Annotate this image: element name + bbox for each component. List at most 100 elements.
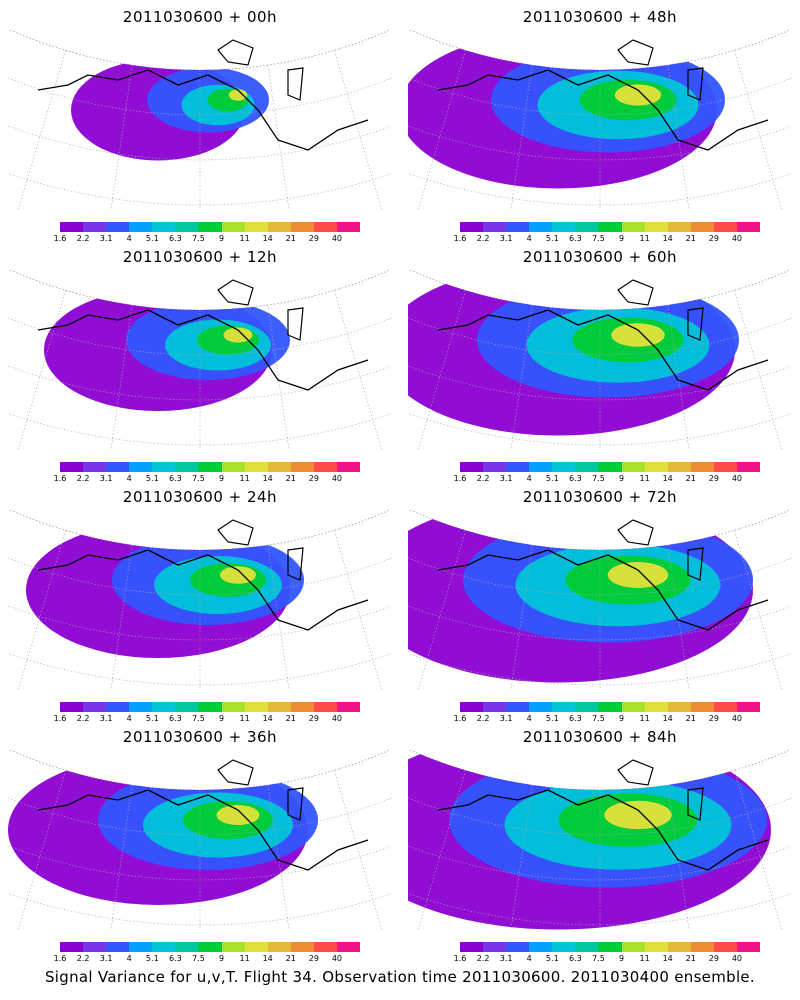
map-plot bbox=[408, 30, 792, 210]
panel-title: 2011030600 + 24h bbox=[122, 488, 278, 506]
colorbar-swatch bbox=[713, 462, 737, 472]
colorbar-swatch bbox=[221, 462, 245, 472]
graticule-line bbox=[408, 893, 792, 926]
colorbar-ticks: 1.6 2.2 3.1 4 5.1 6.3 7.5 9 11 14 21 29 40 bbox=[52, 234, 368, 244]
colorbar-swatch bbox=[483, 942, 507, 952]
colorbar-tick-label: 7.5 bbox=[592, 234, 605, 243]
colorbar-tick-label: 2.2 bbox=[76, 474, 90, 483]
colorbar-ticks: 1.6 2.2 3.1 4 5.1 6.3 7.5 9 11 14 21 29 40 bbox=[52, 954, 368, 964]
colorbar-swatch bbox=[552, 942, 576, 952]
colorbar-tick-label: 14 bbox=[662, 474, 673, 483]
colorbar-tick-label: 7.5 bbox=[192, 714, 205, 723]
colorbar-swatch bbox=[198, 222, 222, 232]
colorbar-swatch bbox=[175, 462, 199, 472]
colorbar-swatch bbox=[667, 462, 691, 472]
colorbar-swatch bbox=[198, 702, 222, 712]
colorbar bbox=[460, 222, 761, 232]
colorbar-swatch bbox=[313, 702, 337, 712]
map-plot bbox=[8, 750, 392, 930]
colorbar-swatch bbox=[690, 222, 714, 232]
colorbar-tick-label: 1.6 bbox=[453, 234, 467, 243]
colorbar-tick-label: 5.1 bbox=[545, 954, 559, 963]
colorbar-tick-label: 1.6 bbox=[453, 714, 467, 723]
colorbar-tick-label: 29 bbox=[708, 954, 719, 963]
graticule-line bbox=[408, 173, 792, 206]
panel-title: 2011030600 + 60h bbox=[522, 248, 678, 266]
colorbar-tick-label: 40 bbox=[331, 234, 343, 243]
colorbar-tick-label: 40 bbox=[731, 714, 743, 723]
colorbar-swatch bbox=[621, 462, 645, 472]
graticule-line bbox=[408, 413, 792, 446]
graticule-line bbox=[8, 893, 392, 926]
colorbar-swatch bbox=[60, 222, 84, 232]
panel-title: 2011030600 + 84h bbox=[522, 728, 678, 746]
colorbar-swatch bbox=[552, 462, 576, 472]
colorbar-swatch bbox=[598, 462, 622, 472]
colorbar-tick-label: 2.2 bbox=[76, 234, 90, 243]
colorbar bbox=[60, 702, 361, 712]
colorbar-tick-label: 2.2 bbox=[476, 714, 490, 723]
variance-shading bbox=[604, 800, 672, 830]
panel-title: 2011030600 + 00h bbox=[122, 8, 278, 26]
colorbar-tick-label: 2.2 bbox=[476, 234, 490, 243]
colorbar-tick-label: 14 bbox=[662, 954, 673, 963]
colorbar-tick-label: 5.1 bbox=[545, 234, 559, 243]
colorbar-swatch bbox=[644, 222, 668, 232]
panel-title: 2011030600 + 36h bbox=[122, 728, 278, 746]
colorbar-tick-label: 3.1 bbox=[499, 714, 513, 723]
colorbar-swatch bbox=[506, 702, 530, 712]
colorbar-tick-label: 3.1 bbox=[499, 234, 513, 243]
colorbar-swatch bbox=[244, 702, 268, 712]
colorbar-swatch bbox=[106, 222, 130, 232]
map-panel: 2011030600 + 36h 1.6 2.2 3.1 4 5.1 6.3 7.5 9 11 14… bbox=[0, 720, 400, 963]
colorbar bbox=[60, 222, 361, 232]
colorbar-tick-label: 4 bbox=[126, 954, 132, 963]
colorbar-swatch bbox=[60, 462, 84, 472]
colorbar-swatch bbox=[667, 222, 691, 232]
colorbar-tick-label: 9 bbox=[618, 714, 625, 723]
graticule-line bbox=[8, 77, 392, 116]
colorbar-swatch bbox=[106, 702, 130, 712]
colorbar-swatch bbox=[736, 462, 761, 472]
coastline bbox=[37, 69, 369, 151]
colorbar-swatch bbox=[290, 462, 314, 472]
colorbar-swatch bbox=[621, 942, 645, 952]
colorbar-swatch bbox=[267, 702, 291, 712]
panel-title: 2011030600 + 48h bbox=[522, 8, 678, 26]
map-panel: 2011030600 + 12h 1.6 2.2 3.1 4 5.1 6.3 7.5 9 11 14… bbox=[0, 240, 400, 483]
colorbar-tick-label: 4 bbox=[126, 474, 132, 483]
colorbar-tick-label: 5.1 bbox=[145, 474, 159, 483]
colorbar-ticks: 1.6 2.2 3.1 4 5.1 6.3 7.5 9 11 14 21 29 40 bbox=[452, 954, 768, 964]
colorbar-tick-label: 11 bbox=[239, 714, 250, 723]
colorbar bbox=[60, 942, 361, 952]
variance-shading bbox=[611, 323, 665, 347]
colorbar-ticks: 1.6 2.2 3.1 4 5.1 6.3 7.5 9 11 14 21 29 40 bbox=[452, 474, 768, 484]
colorbar-tick-label: 29 bbox=[708, 474, 719, 483]
map-panel: 2011030600 + 84h 1.6 2.2 3.1 4 5.1 6.3 7.5 9 11 14… bbox=[400, 720, 800, 963]
colorbar-tick-label: 21 bbox=[685, 714, 696, 723]
colorbar bbox=[460, 942, 761, 952]
graticule-line bbox=[408, 557, 792, 596]
colorbar-ticks: 1.6 2.2 3.1 4 5.1 6.3 7.5 9 11 14 21 29 40 bbox=[52, 474, 368, 484]
colorbar-swatch bbox=[483, 222, 507, 232]
colorbar-swatch bbox=[60, 942, 84, 952]
colorbar-swatch bbox=[336, 222, 361, 232]
colorbar-tick-label: 40 bbox=[731, 954, 743, 963]
colorbar-tick-label: 11 bbox=[639, 234, 650, 243]
colorbar-tick-label: 21 bbox=[685, 234, 696, 243]
coastline bbox=[217, 519, 304, 581]
colorbar-swatch bbox=[644, 462, 668, 472]
colorbar-swatch bbox=[713, 702, 737, 712]
colorbar-tick-label: 40 bbox=[731, 474, 743, 483]
colorbar-tick-label: 14 bbox=[662, 234, 673, 243]
coastline bbox=[617, 279, 704, 341]
colorbar-tick-label: 5.1 bbox=[145, 954, 159, 963]
colorbar-swatch bbox=[713, 942, 737, 952]
colorbar-swatch bbox=[244, 222, 268, 232]
colorbar-swatch bbox=[221, 702, 245, 712]
colorbar-tick-label: 29 bbox=[308, 714, 319, 723]
colorbar-swatch bbox=[83, 462, 107, 472]
coastline bbox=[217, 39, 304, 101]
colorbar-swatch bbox=[244, 462, 268, 472]
colorbar-swatch bbox=[598, 942, 622, 952]
